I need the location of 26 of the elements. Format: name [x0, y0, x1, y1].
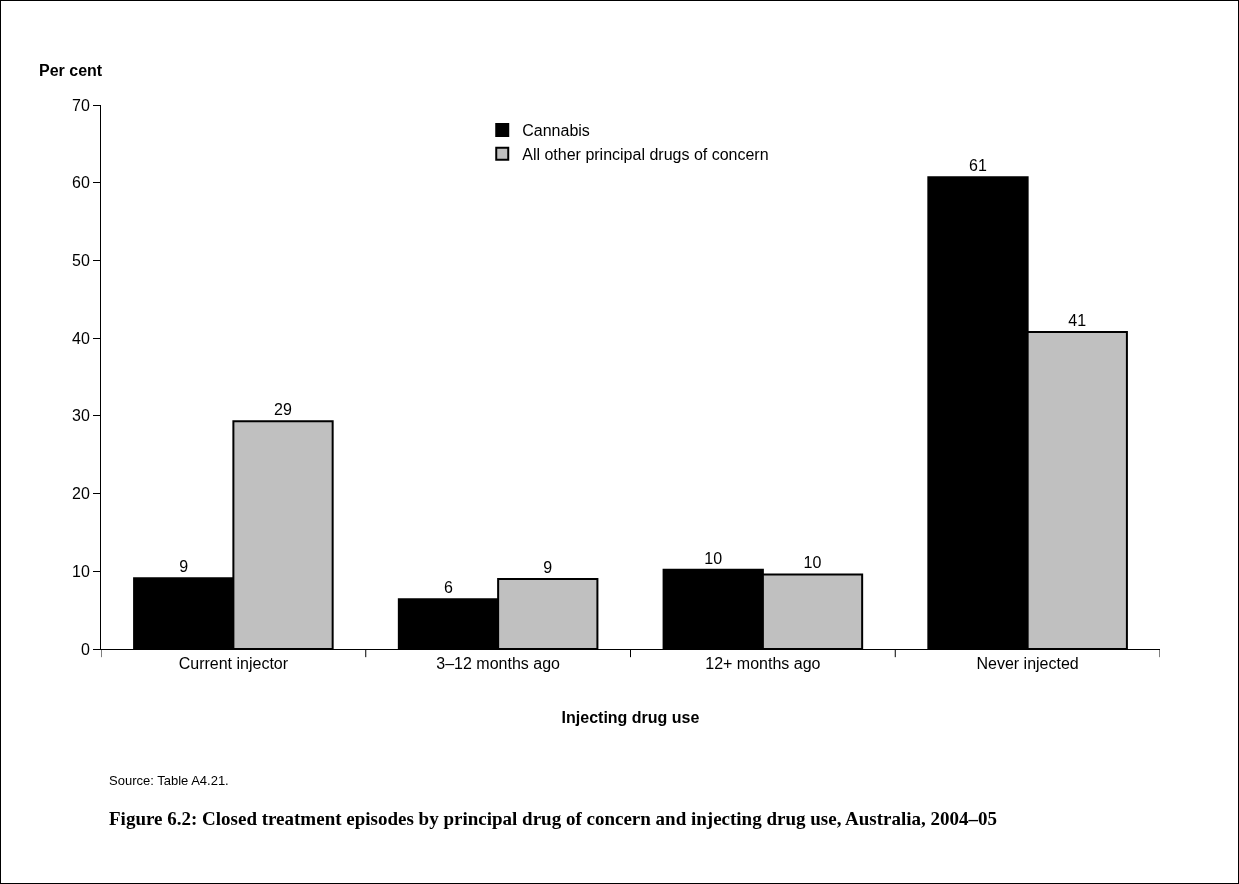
legend-label: All other principal drugs of concern	[522, 146, 769, 164]
data-label: 10	[803, 554, 822, 572]
x-tick-label: Current injector	[178, 655, 289, 673]
y-tick-label: 0	[80, 640, 90, 658]
legend-label: Cannabis	[522, 122, 590, 140]
y-axis-title: Per cent	[39, 62, 103, 79]
data-label: 29	[274, 401, 292, 419]
data-label: 41	[1068, 311, 1087, 329]
x-axis-title: Injecting drug use	[561, 708, 700, 726]
x-tick-label: 12+ months ago	[705, 655, 821, 673]
data-label: 6	[443, 579, 453, 597]
data-label: 61	[969, 157, 987, 175]
data-label: 9	[179, 558, 189, 576]
x-tick-label: 3–12 months ago	[436, 655, 561, 673]
y-tick-label: 40	[72, 329, 90, 347]
y-tick-label: 30	[72, 407, 90, 425]
data-label: 9	[543, 559, 553, 577]
text: Figure 6.2: Closed treatment episodes by principal drug of concern and injecting drug use, Australia, 2004–05	[109, 807, 999, 831]
y-tick-label: 60	[72, 174, 90, 192]
x-tick-label: Never injected	[976, 655, 1079, 673]
y-tick-label: 70	[72, 96, 90, 114]
source-note: Source: Table A4.21.	[109, 773, 229, 788]
y-tick-label: 20	[72, 485, 90, 503]
data-label: 10	[704, 549, 723, 567]
y-tick-label: 10	[72, 562, 90, 580]
y-tick-label: 50	[72, 252, 90, 270]
